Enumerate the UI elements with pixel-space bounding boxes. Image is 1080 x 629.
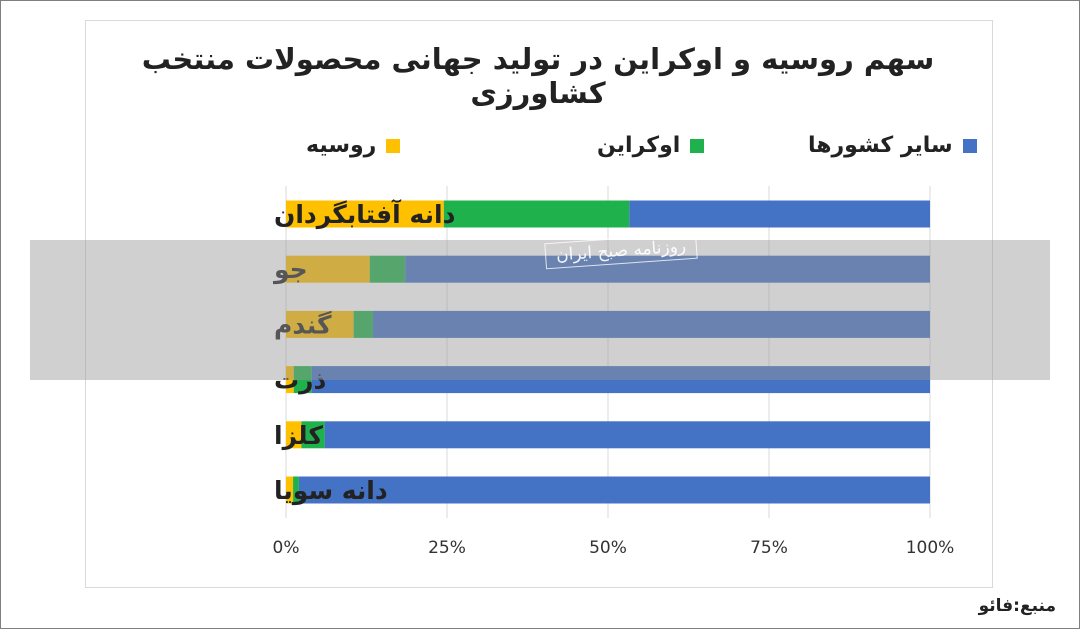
- bar-segment: [353, 310, 373, 338]
- category-label: کلزا: [274, 421, 323, 451]
- x-tick-label: 0%: [273, 538, 300, 558]
- legend-label-others: سایر کشورها: [808, 133, 953, 158]
- bar-segment: [293, 366, 312, 394]
- x-tick-label: 25%: [428, 538, 466, 558]
- bar-segment: [311, 366, 930, 394]
- legend-item-others: سایر کشورها: [808, 133, 977, 158]
- bar-segment: [629, 200, 930, 228]
- category-label: جو: [272, 255, 308, 285]
- bar-segment: [286, 476, 294, 504]
- category-label: دانه سویا: [274, 476, 388, 506]
- legend-label-russia: روسیه: [306, 133, 377, 158]
- legend-label-ukraine: اوکراین: [597, 133, 681, 158]
- bar-segment: [372, 310, 930, 338]
- bar-segment: [286, 200, 444, 228]
- legend-item-russia: روسیه: [306, 133, 401, 158]
- legend-swatch-others: [962, 138, 977, 153]
- bar-segment: [405, 255, 930, 283]
- chart-title: سهم روسیه و اوکراین در تولید جهانی محصول…: [141, 42, 935, 110]
- x-tick-label: 100%: [906, 538, 955, 558]
- bar-segment: [369, 255, 406, 283]
- bar-segment: [286, 310, 354, 338]
- legend-swatch-ukraine: [690, 138, 705, 153]
- bar-segment: [298, 476, 930, 504]
- legend-item-ukraine: اوکراین: [597, 133, 705, 158]
- x-tick-label: 50%: [589, 538, 627, 558]
- bar-segment: [286, 421, 302, 449]
- source-note: منبع:فائو: [978, 596, 1056, 616]
- category-label: گندم: [274, 310, 332, 339]
- bar-segment: [324, 421, 930, 449]
- category-label: دانه آفتابگردان: [274, 199, 456, 230]
- bar-segment: [286, 255, 370, 283]
- legend-swatch-russia: [386, 138, 401, 153]
- bar-segment: [293, 476, 299, 504]
- x-tick-label: 75%: [750, 538, 788, 558]
- bar-segment: [443, 200, 630, 228]
- category-label: ذرت: [274, 366, 327, 395]
- watermark-band: [30, 240, 1050, 380]
- bar-segment: [301, 421, 325, 449]
- bar-segment: [286, 366, 294, 394]
